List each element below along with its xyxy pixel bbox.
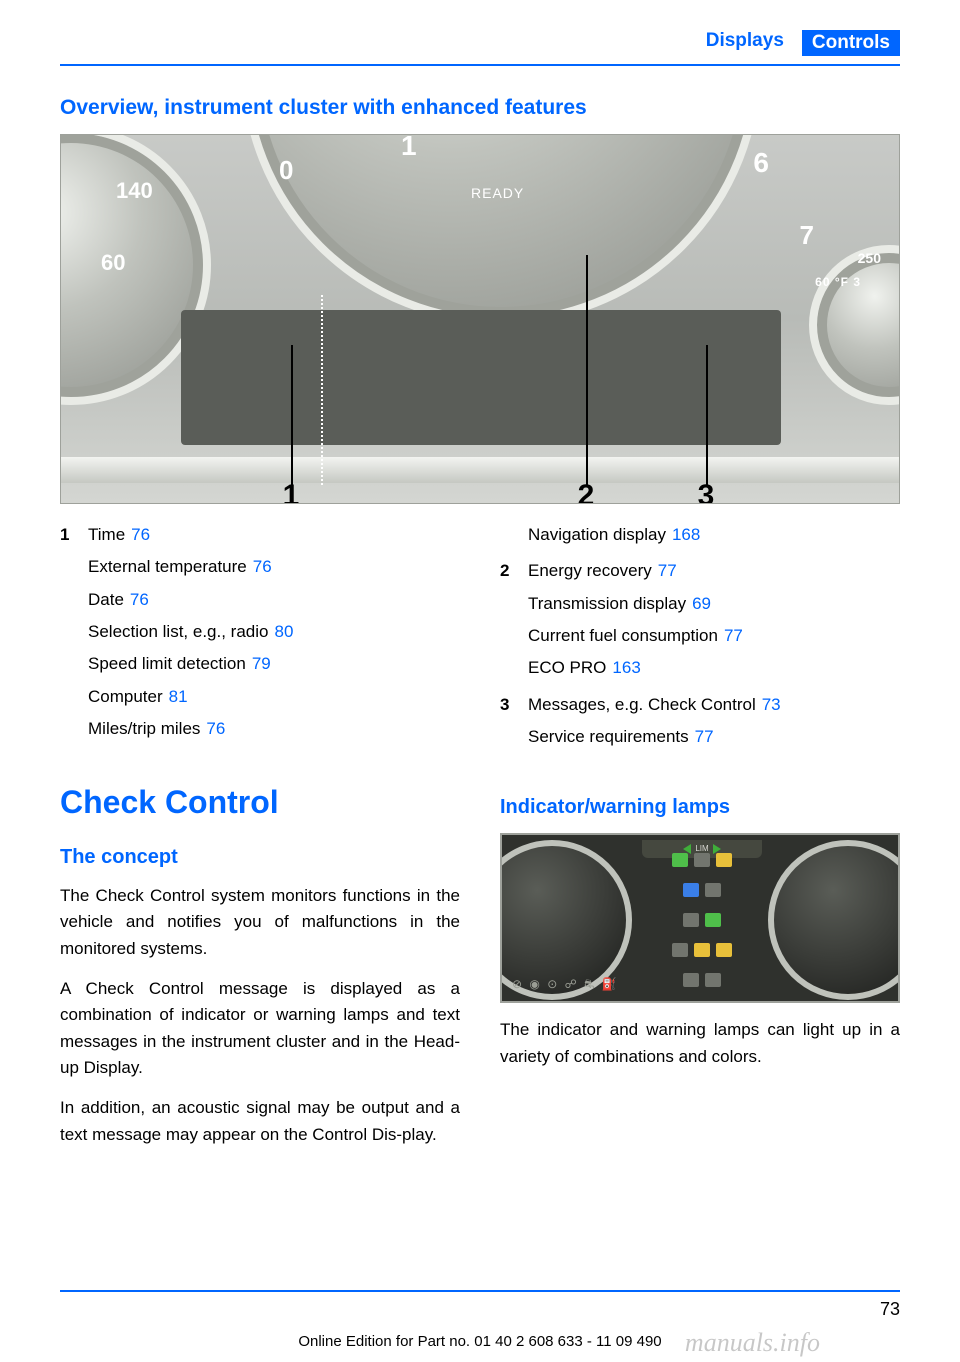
tach-tick-0: 0	[279, 155, 293, 186]
legend-num-2: 2	[500, 558, 528, 687]
lamp-icon	[683, 913, 699, 927]
concept-p3: In addition, an acoustic signal may be o…	[60, 1095, 460, 1148]
lamp-icon	[705, 973, 721, 987]
temp-unit: 60 °F 3	[815, 275, 861, 289]
check-control-title: Check Control	[60, 778, 460, 828]
bottom-icon-row: ⊘ ◉ ⊙ ☍ ⛐ ⛽	[512, 975, 619, 994]
indicator-lamp-illustration: LIM ⊘ ◉ ⊙ ☍ ⛐ ⛽	[500, 833, 900, 1003]
legend-num-1: 1	[60, 522, 88, 748]
callout-num-1: 1	[283, 479, 300, 504]
tach-tick-7: 7	[800, 220, 814, 251]
callout-num-2: 2	[578, 479, 595, 504]
info-panel	[181, 310, 781, 445]
speed-tick-60: 60	[101, 250, 125, 276]
legend-row-nav: Navigation display 168	[500, 522, 900, 554]
callout-line-2	[586, 255, 588, 485]
indicator-caption: The indicator and warning lamps can ligh…	[500, 1017, 900, 1070]
lamp-icon	[683, 973, 699, 987]
lamp-icon	[694, 943, 710, 957]
section-title: Overview, instrument cluster with enhanc…	[60, 96, 900, 120]
legend-label: Miles/trip miles	[88, 719, 200, 738]
callout-line-3	[706, 345, 708, 485]
legend-label: Date	[88, 590, 124, 609]
legend-label: Selection list, e.g., radio	[88, 622, 268, 641]
page-ref[interactable]: 77	[658, 561, 677, 580]
left-column: 1 Time 76 External temperature 76 Date 76 S…	[60, 522, 460, 1162]
page-ref[interactable]: 76	[253, 557, 272, 576]
page-ref[interactable]: 76	[131, 525, 150, 544]
page-ref[interactable]: 168	[672, 525, 700, 544]
legend-row-1: 1 Time 76 External temperature 76 Date 76 S…	[60, 522, 460, 748]
legend-label: Energy recovery	[528, 561, 652, 580]
callout-num-3: 3	[698, 479, 715, 504]
legend-num-3: 3	[500, 692, 528, 757]
legend-row-3: 3 Messages, e.g. Check Control 73 Service…	[500, 692, 900, 757]
legend-label: Speed limit detection	[88, 654, 246, 673]
footer-edition: Online Edition for Part no. 01 40 2 608 …	[0, 1333, 960, 1350]
indicator-heading: Indicator/warning lamps	[500, 792, 900, 823]
concept-p2: A Check Control message is displayed as …	[60, 976, 460, 1081]
header-chapter: Controls	[802, 30, 900, 56]
page-ref[interactable]: 79	[252, 654, 271, 673]
lamp-icon	[705, 883, 721, 897]
tach-tick-6: 6	[753, 147, 769, 179]
temp-bezel	[809, 245, 900, 405]
lamp-icon	[683, 883, 699, 897]
page-ref[interactable]: 76	[206, 719, 225, 738]
tach-bezel	[241, 134, 761, 325]
page-number: 73	[880, 1299, 900, 1320]
temp-250: 250	[858, 250, 881, 266]
header-section: Displays	[706, 30, 784, 56]
concept-heading: The concept	[60, 842, 460, 873]
right-column: Navigation display 168 2 Energy recovery 7…	[500, 522, 900, 1162]
header: Displays Controls	[60, 30, 900, 66]
page-ref[interactable]: 163	[612, 658, 640, 677]
lamp-icon	[672, 853, 688, 867]
legend-items-1: Time 76 External temperature 76 Date 76 Sel…	[88, 522, 460, 748]
legend-label: Service requirements	[528, 727, 689, 746]
legend-label: Navigation display	[528, 525, 666, 544]
page-ref[interactable]: 81	[169, 687, 188, 706]
lamp-icon	[694, 853, 710, 867]
cluster-illustration: 140 60 0 1 6 7 250 60 °F 3 READY 1 2 3	[60, 134, 900, 504]
legend-num-blank	[500, 522, 528, 554]
ready-label: READY	[471, 185, 524, 201]
legend-label: Current fuel consumption	[528, 626, 718, 645]
page-ref[interactable]: 69	[692, 594, 711, 613]
page-ref[interactable]: 73	[762, 695, 781, 714]
legend-row-2: 2 Energy recovery 77 Transmission display…	[500, 558, 900, 687]
page-ref[interactable]: 80	[274, 622, 293, 641]
legend-label: Messages, e.g. Check Control	[528, 695, 756, 714]
legend-label: Transmission display	[528, 594, 686, 613]
lamp-strip	[637, 845, 767, 995]
page-ref[interactable]: 77	[695, 727, 714, 746]
legend-label: Computer	[88, 687, 163, 706]
page-ref[interactable]: 77	[724, 626, 743, 645]
footer-rule	[60, 1290, 900, 1292]
lamp-icon	[672, 943, 688, 957]
callout-dotted-line	[321, 295, 323, 485]
legend-label: External temperature	[88, 557, 247, 576]
callout-line-1	[291, 345, 293, 485]
lamp-bezel-right	[768, 840, 900, 1000]
page-ref[interactable]: 76	[130, 590, 149, 609]
lamp-icon	[705, 913, 721, 927]
lamp-icon	[716, 943, 732, 957]
legend-label: Time	[88, 525, 125, 544]
legend-label: ECO PRO	[528, 658, 606, 677]
tach-tick-1: 1	[401, 134, 417, 162]
concept-p1: The Check Control system monitors functi…	[60, 883, 460, 962]
speed-tick-140: 140	[116, 178, 153, 204]
lamp-icon	[716, 853, 732, 867]
alu-strip	[61, 457, 899, 483]
